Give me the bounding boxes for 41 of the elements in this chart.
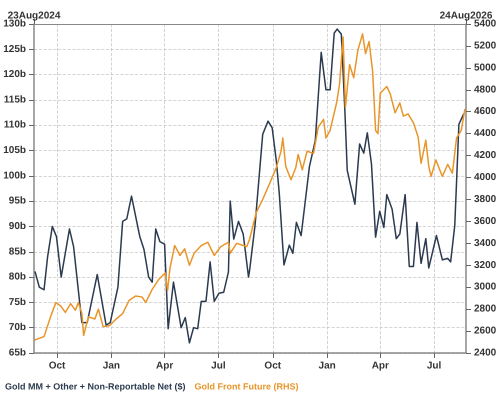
- y2-tick-label: 5200: [474, 40, 497, 52]
- y-tick-label: 90b: [8, 220, 26, 232]
- y2-tick-label: 4800: [474, 84, 497, 96]
- x-tick-label: Jul: [426, 360, 442, 372]
- x2-tick-label: 23Aug2024: [8, 10, 61, 22]
- text: Gold MM + Other + Non-Reportable Net ($): [5, 382, 186, 392]
- y2-tick-label: 3000: [474, 282, 497, 293]
- x-tick-label: Jan: [102, 360, 120, 372]
- y-tick-label: 80b: [8, 272, 26, 283]
- y-tick-label: 95b: [8, 196, 26, 207]
- x-tick-label: Oct: [48, 360, 66, 372]
- x-tick-label: Jan: [318, 360, 336, 372]
- y2-tick-label: 5000: [474, 62, 497, 74]
- x-tick-label: Apr: [156, 360, 174, 372]
- y2-tick-label: 3400: [474, 238, 497, 249]
- y2-tick-label: 2800: [474, 304, 497, 315]
- y2-tick-label: 4600: [474, 106, 497, 118]
- y-tick-label: 75b: [8, 296, 26, 308]
- y-tick-label: 100b: [3, 170, 26, 182]
- y-tick-label: 125b: [3, 44, 26, 55]
- y2-tick-label: 4200: [474, 150, 497, 162]
- x-tick-label: Jul: [211, 360, 226, 372]
- y2-tick-label: 2600: [474, 326, 497, 337]
- x-tick-label: Oct: [264, 360, 282, 372]
- y-tick-label: 65b: [8, 348, 26, 358]
- y2-tick-label: 3200: [474, 260, 497, 271]
- y2-tick-label: 2400: [474, 348, 497, 358]
- y2-tick-label: 4000: [474, 172, 497, 184]
- y-tick-label: 110b: [4, 120, 26, 131]
- y-tick-label: 105b: [3, 145, 26, 156]
- y2-tick-label: 4400: [474, 128, 497, 140]
- y-tick-label: 120b: [3, 69, 26, 80]
- x-tick-label: Apr: [372, 360, 390, 372]
- y2-tick-label: 3800: [474, 194, 497, 205]
- y-tick-label: 115b: [4, 94, 26, 106]
- y-tick-label: 70b: [8, 322, 26, 334]
- y-tick-label: 85b: [8, 246, 26, 258]
- y2-tick-label: 5400: [474, 18, 497, 30]
- text: Gold Front Future (RHS): [194, 382, 298, 392]
- y2-tick-label: 3600: [474, 216, 497, 227]
- y-tick-label: 130b: [3, 18, 26, 30]
